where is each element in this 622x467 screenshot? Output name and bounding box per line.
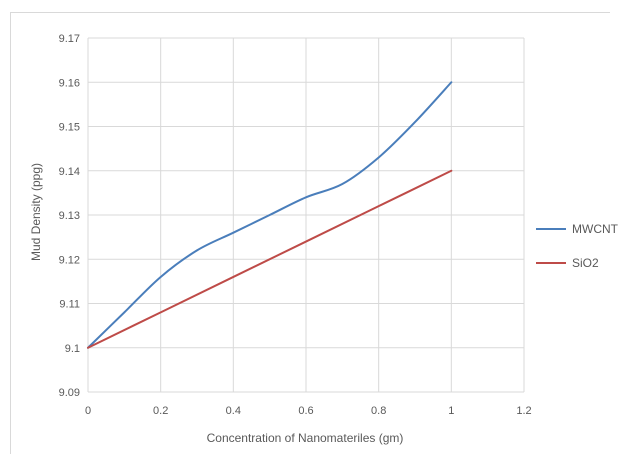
y-tick-label: 9.15 <box>59 122 80 134</box>
y-tick-label: 9.13 <box>59 210 80 222</box>
gridlines <box>87 37 525 393</box>
x-tick-labels: 0 0.2 0.4 0.6 0.8 1 1.2 <box>85 405 532 417</box>
y-tick-label: 9.1 <box>65 343 80 355</box>
legend-label-mwcnt: MWCNT <box>572 222 619 236</box>
legend-label-sio2: SiO2 <box>572 256 599 270</box>
x-tick-label: 1.2 <box>516 405 531 417</box>
x-tick-label: 0.6 <box>298 405 313 417</box>
y-tick-label: 9.11 <box>59 299 80 311</box>
x-tick-label: 0.2 <box>153 405 168 417</box>
x-tick-label: 0.8 <box>371 405 386 417</box>
y-tick-label: 9.12 <box>59 254 80 266</box>
y-tick-label: 9.09 <box>59 387 80 399</box>
y-tick-label: 9.17 <box>59 33 80 45</box>
chart-frame <box>10 12 610 454</box>
y-tick-label: 9.14 <box>59 166 80 178</box>
x-tick-label: 0 <box>85 405 91 417</box>
y-axis-title: Mud Density (ppg) <box>29 163 43 261</box>
y-tick-label: 9.16 <box>59 77 80 89</box>
series-lines <box>87 81 453 349</box>
series-line-mwcnt <box>87 81 453 349</box>
x-tick-label: 1 <box>448 405 454 417</box>
legend: MWCNT SiO2 <box>536 222 619 270</box>
x-tick-label: 0.4 <box>226 405 241 417</box>
x-axis-title: Concentration of Nanomateriles (gm) <box>207 431 404 445</box>
y-tick-labels: 9.09 9.1 9.11 9.12 9.13 9.14 9.15 9.16 9.17 <box>59 33 80 399</box>
series-line-sio2 <box>87 169 453 349</box>
